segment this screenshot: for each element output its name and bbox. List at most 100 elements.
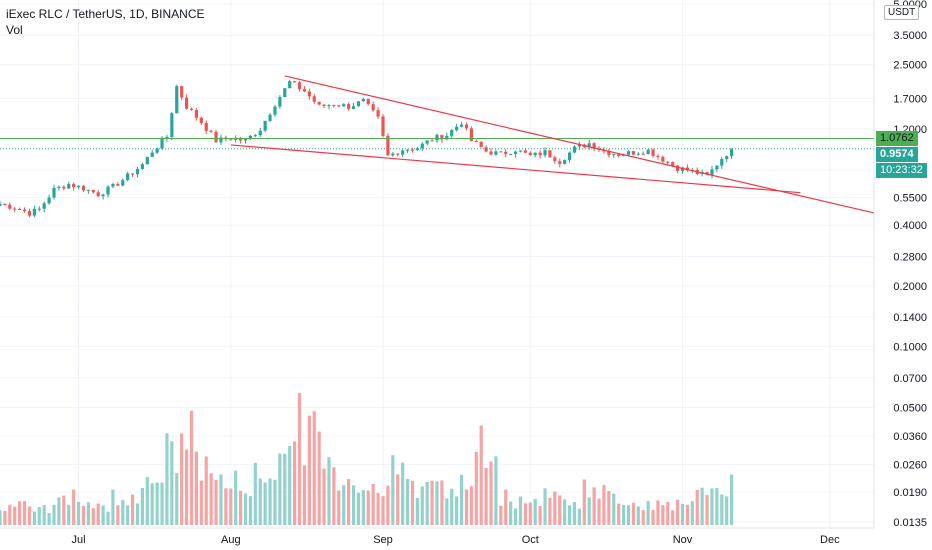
candle-body [386,135,390,156]
time-tick-label: Dec [820,534,840,546]
volume-bar [538,506,542,525]
price-tick-label: 0.0135 [893,517,927,529]
volume-bar [135,503,140,525]
volume-bar [302,465,307,525]
price-axis[interactable]: 5.00003.50002.50001.70001.20000.75000.55… [893,0,927,529]
candle-body [607,151,611,155]
candle-body [528,152,532,156]
candle-body [351,106,356,109]
candle-body [612,154,616,156]
volume-bar [150,483,154,525]
candle-body [238,138,243,141]
price-tick-label: 0.1000 [893,342,927,354]
volume-bar [430,480,434,525]
time-tick-label: Nov [673,534,693,546]
volume-bar [224,488,228,525]
volume-bar [180,433,184,525]
volume-bar [656,500,660,525]
candle-body [464,124,469,129]
price-tick-label: 0.0260 [893,460,927,472]
candle-body [111,183,115,187]
candle-body [8,204,12,209]
candle-body [150,152,154,157]
candle-body [312,96,316,102]
candle-body [160,138,164,149]
volume-bar [91,508,95,525]
volume-bar [459,474,464,525]
volume-bar [548,497,552,525]
candle-body [646,149,650,155]
candle-body [705,171,709,175]
candle-body [435,134,439,141]
candle-body [57,186,61,188]
price-tick-label: 2.5000 [893,60,927,72]
volume-bar [715,487,719,525]
candle-body [479,141,483,148]
volume-bar [572,502,577,525]
price-tick-label: 0.1400 [893,312,927,324]
candle-body [253,135,257,137]
volume-bar [194,451,199,525]
price-tick-label: 0.0190 [893,487,927,499]
volume-bar [145,477,149,525]
symbol-title[interactable]: iExec RLC / TetherUS, 1D, BINANCE [6,7,205,21]
candle-body [553,157,557,162]
candle-body [587,143,591,148]
volume-bar [273,479,277,525]
candle-body [543,150,547,156]
volume-bar [386,485,390,525]
candle-body [155,148,159,153]
candle-body [307,91,311,97]
volume-bars [0,393,734,525]
volume-bar [484,467,488,525]
candle-body [371,104,375,111]
candle-body [513,151,518,154]
candle-body [165,136,169,139]
volume-bar [76,501,81,525]
time-tick-label: Oct [522,534,539,546]
candle-body [661,156,665,162]
candle-body [396,153,400,155]
candle-body [62,186,66,189]
volume-bar [307,415,311,525]
volume-bar [518,496,523,525]
volume-bar [229,488,233,525]
candle-body [248,135,253,140]
price-tick-label: 0.0700 [893,373,927,385]
volume-bar [641,510,645,525]
volume-bar [278,453,282,525]
candle-body [27,211,32,216]
volume-bar [464,489,469,525]
drawing-layer[interactable] [0,75,875,214]
volume-bar [288,446,292,525]
candle-body [243,139,248,141]
candle-body [268,114,272,121]
volume-bar [587,497,591,525]
candle-body [297,82,302,90]
volume-bar [435,481,439,525]
currency-button[interactable]: USDT [884,5,920,20]
volume-bar [450,488,454,525]
candle-body [81,185,86,191]
candle-body [258,130,262,136]
candle-body [425,140,429,144]
volume-bar [661,505,665,525]
volume-bar [155,482,159,525]
volume-bar [494,456,498,525]
candle-body [631,151,636,155]
volume-bar [410,480,415,525]
volume-indicator-label[interactable]: Vol [6,23,23,37]
volume-bar [553,491,557,525]
trendline [230,144,801,194]
candle-body [22,209,27,212]
time-tick-label: Aug [221,534,241,546]
candle-body [410,149,415,151]
volume-bar [685,504,690,525]
time-axis[interactable]: Jul Aug Sep Oct Nov Dec [72,534,841,546]
volume-bar [312,411,316,525]
horizontal-level-tag: 1.0762 [876,130,918,146]
candle-body [715,165,719,170]
volume-bar [523,503,527,525]
candle-body [126,173,130,181]
